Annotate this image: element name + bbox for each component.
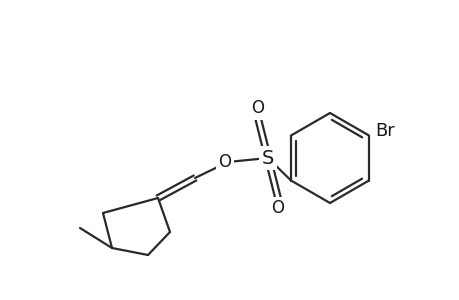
Text: O: O	[218, 153, 231, 171]
Text: O: O	[251, 99, 264, 117]
Text: Br: Br	[374, 122, 394, 140]
Text: S: S	[261, 148, 274, 167]
Text: O: O	[271, 199, 284, 217]
